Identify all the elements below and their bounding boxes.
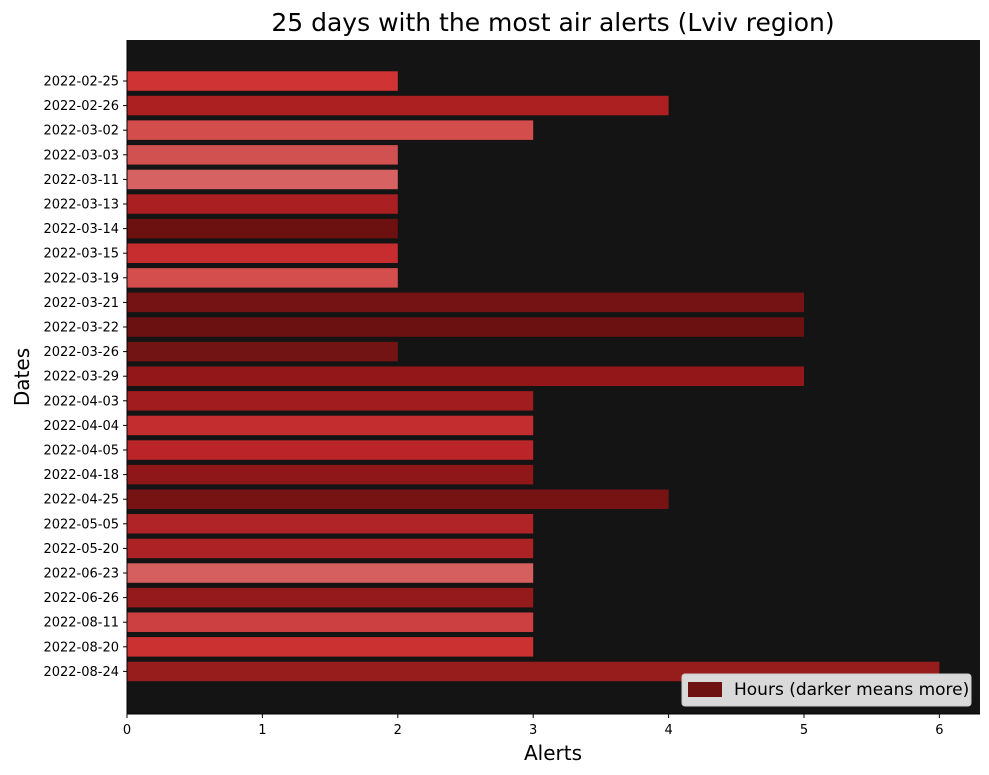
- y-tick-label: 2022-03-15: [43, 247, 119, 262]
- x-tick-label: 0: [123, 723, 131, 738]
- x-tick-label: 3: [529, 723, 537, 738]
- legend: Hours (darker means more): [681, 673, 972, 707]
- bar-2022-03-02: [127, 120, 534, 140]
- x-tick-label: 1: [258, 723, 266, 738]
- x-tick-label: 6: [935, 723, 943, 738]
- bar-2022-08-20: [127, 637, 534, 657]
- y-tick-label: 2022-04-18: [43, 468, 119, 483]
- legend-box: [681, 673, 972, 707]
- y-tick-label: 2022-03-13: [43, 198, 119, 213]
- bar-2022-04-04: [127, 415, 534, 436]
- y-tick-label: 2022-04-04: [43, 419, 119, 434]
- y-tick-label: 2022-04-25: [43, 493, 119, 508]
- y-tick-label: 2022-02-26: [43, 99, 119, 114]
- y-tick-labels: 2022-02-25 2022-02-26 2022-03-02 2022-03-03…: [43, 75, 127, 680]
- y-tick-label: 2022-02-25: [43, 75, 119, 90]
- bar-2022-08-11: [127, 612, 534, 632]
- x-tick-label: 4: [664, 723, 672, 738]
- y-tick-label: 2022-03-22: [43, 321, 119, 336]
- y-tick-label: 2022-05-20: [43, 542, 119, 557]
- y-tick-label: 2022-03-29: [43, 370, 119, 385]
- bar-2022-04-03: [127, 391, 534, 411]
- y-tick-label: 2022-06-26: [43, 591, 119, 606]
- x-tick-labels: 0 1 2 3 4 5 6: [123, 714, 944, 738]
- bar-2022-03-22: [127, 317, 804, 337]
- chart-title: 25 days with the most air alerts (Lviv r…: [271, 8, 834, 37]
- y-tick-label: 2022-03-14: [43, 222, 119, 237]
- bar-2022-04-18: [127, 464, 534, 485]
- y-axis-label: Dates: [10, 348, 34, 406]
- x-axis-label: Alerts: [524, 741, 582, 765]
- y-tick-label: 2022-04-05: [43, 444, 119, 459]
- bar-2022-03-15: [127, 243, 398, 263]
- bars-group: [127, 71, 940, 682]
- y-tick-label: 2022-03-11: [43, 173, 119, 188]
- bar-2022-02-26: [127, 95, 669, 116]
- bar-2022-06-23: [127, 563, 534, 583]
- y-tick-label: 2022-08-24: [43, 665, 119, 680]
- y-tick-label: 2022-08-11: [43, 616, 119, 631]
- y-tick-label: 2022-08-20: [43, 640, 119, 655]
- bar-2022-03-03: [127, 145, 398, 165]
- x-tick-label: 2: [394, 723, 402, 738]
- bar-2022-04-05: [127, 440, 534, 460]
- y-tick-label: 2022-03-21: [43, 296, 119, 311]
- bar-2022-03-11: [127, 169, 398, 190]
- bar-2022-02-25: [127, 71, 398, 91]
- bar-2022-05-20: [127, 538, 534, 559]
- bar-2022-06-26: [127, 587, 534, 608]
- legend-label: Hours (darker means more): [734, 680, 969, 700]
- bar-2022-04-25: [127, 489, 669, 509]
- bar-2022-03-19: [127, 268, 398, 288]
- y-tick-label: 2022-03-02: [43, 124, 119, 139]
- y-tick-label: 2022-06-23: [43, 567, 119, 582]
- y-tick-label: 2022-03-03: [43, 148, 119, 163]
- bar-2022-03-14: [127, 218, 398, 239]
- y-tick-label: 2022-03-19: [43, 271, 119, 286]
- legend-swatch: [688, 682, 722, 697]
- y-tick-label: 2022-05-05: [43, 517, 119, 532]
- y-tick-label: 2022-03-26: [43, 345, 119, 360]
- y-tick-label: 2022-04-03: [43, 394, 119, 409]
- bar-2022-03-26: [127, 341, 398, 362]
- bar-2022-03-21: [127, 292, 804, 313]
- bar-2022-05-05: [127, 514, 534, 534]
- bar-2022-03-29: [127, 366, 804, 386]
- x-tick-label: 5: [800, 723, 808, 738]
- bar-2022-03-13: [127, 194, 398, 214]
